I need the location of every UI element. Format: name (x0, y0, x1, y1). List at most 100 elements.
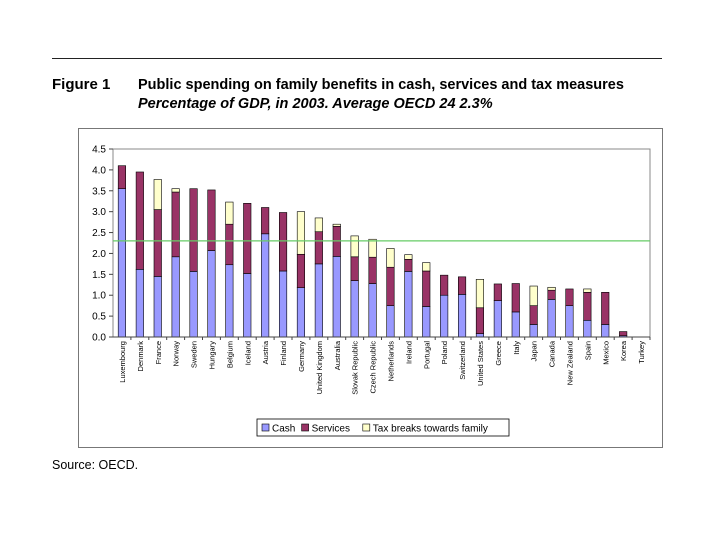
x-category-label: Luxembourg (118, 341, 127, 383)
bar-cash (153, 276, 162, 338)
bar-services (296, 253, 305, 289)
x-category-label: Czech Republic (369, 341, 378, 394)
bar-cash (493, 300, 502, 338)
bar-cash (189, 271, 198, 338)
figure-title-italic: Percentage of GDP, in 2003. Average OECD… (138, 96, 493, 112)
bar-services (583, 291, 592, 321)
bar-services (601, 291, 610, 325)
y-tick-label: 0.0 (92, 333, 106, 344)
bar-tax (368, 238, 377, 258)
x-category-label: Belgium (225, 341, 234, 368)
bar-cash (529, 324, 538, 338)
legend-label: Cash (272, 424, 295, 435)
chart-frame: 0.0 0.5 1.0 1.5 2.0 2.5 3.0 3.5 4.0 4.5 Luxembourg… (78, 128, 663, 448)
x-category-label: Norway (172, 341, 181, 367)
x-category-label: Poland (440, 341, 449, 364)
figure-title: Public spending on family benefits in ca… (138, 76, 668, 114)
y-tick-label: 4.5 (92, 145, 106, 156)
bar-services (511, 283, 520, 313)
bar-services (619, 331, 628, 337)
stacked-bar-chart: 0.0 0.5 1.0 1.5 2.0 2.5 3.0 3.5 4.0 4.5 Luxembourg… (92, 145, 651, 437)
legend-label: Tax breaks towards family (373, 424, 488, 435)
y-tick-label: 1.0 (92, 291, 106, 302)
bar-services (529, 305, 538, 325)
legend-swatch (261, 423, 270, 432)
x-category-label: Ireland (404, 341, 413, 364)
bar-tax (332, 223, 341, 227)
y-tick-label: 2.0 (92, 249, 106, 260)
x-category-label: Turkey (637, 341, 646, 364)
x-category-label: Spain (583, 341, 592, 360)
bar-cash (279, 270, 288, 338)
bar-services (404, 258, 413, 272)
x-category-label: Hungary (207, 341, 216, 370)
bar-services (261, 207, 270, 235)
bar-tax (475, 279, 485, 309)
bar-tax (583, 288, 592, 293)
x-category-label: Australia (333, 340, 342, 370)
bar-services (475, 307, 485, 334)
legend-label: Services (312, 424, 350, 435)
x-category-label: Korea (619, 340, 628, 361)
bar-cash (583, 319, 592, 338)
bar-cash (601, 324, 610, 338)
bar-services (279, 212, 288, 272)
bar-services (368, 256, 377, 284)
bar-cash (314, 263, 323, 338)
bar-cash (350, 280, 359, 338)
bar-tax (547, 286, 556, 291)
x-category-label: Japan (530, 341, 539, 361)
x-category-label: Iceland (243, 341, 252, 365)
x-category-label: Switzerland (458, 341, 467, 380)
source-note: Source: OECD. (52, 458, 139, 472)
bar-cash (368, 283, 377, 338)
y-tick-label: 3.5 (92, 186, 106, 197)
bar-services (225, 223, 234, 266)
bar-tax (153, 179, 162, 210)
bar-tax (422, 262, 431, 272)
bar-tax (314, 217, 323, 233)
y-tick-label: 4.0 (92, 165, 106, 176)
bar-tax (350, 235, 359, 258)
bar-cash (243, 273, 252, 338)
bar-cash (404, 271, 413, 338)
x-category-label: Austria (261, 340, 270, 364)
bar-cash (440, 294, 449, 338)
y-tick-label: 1.5 (92, 270, 106, 281)
x-category-label: Greece (494, 341, 503, 366)
bar-services (243, 203, 252, 274)
x-category-label: New Zealand (565, 341, 574, 385)
bar-cash (565, 305, 574, 338)
y-tick-label: 2.5 (92, 228, 106, 239)
plot-area (112, 148, 651, 338)
bar-cash (207, 250, 216, 338)
bar-cash (386, 305, 395, 338)
bar-cash (261, 233, 270, 338)
y-tick-label: 3.0 (92, 207, 106, 218)
y-tick-label: 0.5 (92, 312, 106, 323)
bar-cash (225, 264, 234, 338)
bar-services (493, 283, 502, 301)
x-category-label: Portugal (422, 341, 431, 369)
legend-swatch (301, 423, 309, 432)
legend-swatch (362, 423, 371, 432)
bar-tax (225, 201, 234, 225)
x-category-label: Germany (297, 341, 306, 372)
bar-services (171, 191, 180, 258)
x-category-label: Netherlands (386, 341, 395, 382)
bar-tax (386, 248, 395, 268)
x-category-label: Finland (279, 341, 288, 366)
bar-services (314, 231, 323, 265)
bar-cash (117, 188, 127, 338)
top-rule (52, 58, 662, 59)
bar-tax (171, 188, 180, 193)
bar-services (422, 270, 431, 307)
x-category-label: France (154, 341, 163, 364)
bar-services (350, 256, 359, 281)
figure-label: Figure 1 (52, 76, 111, 93)
x-category-label: Slovak Republic (351, 341, 360, 395)
bar-cash (547, 299, 556, 338)
bar-services (153, 209, 162, 277)
bar-services (547, 289, 556, 300)
legend-box (256, 418, 510, 437)
